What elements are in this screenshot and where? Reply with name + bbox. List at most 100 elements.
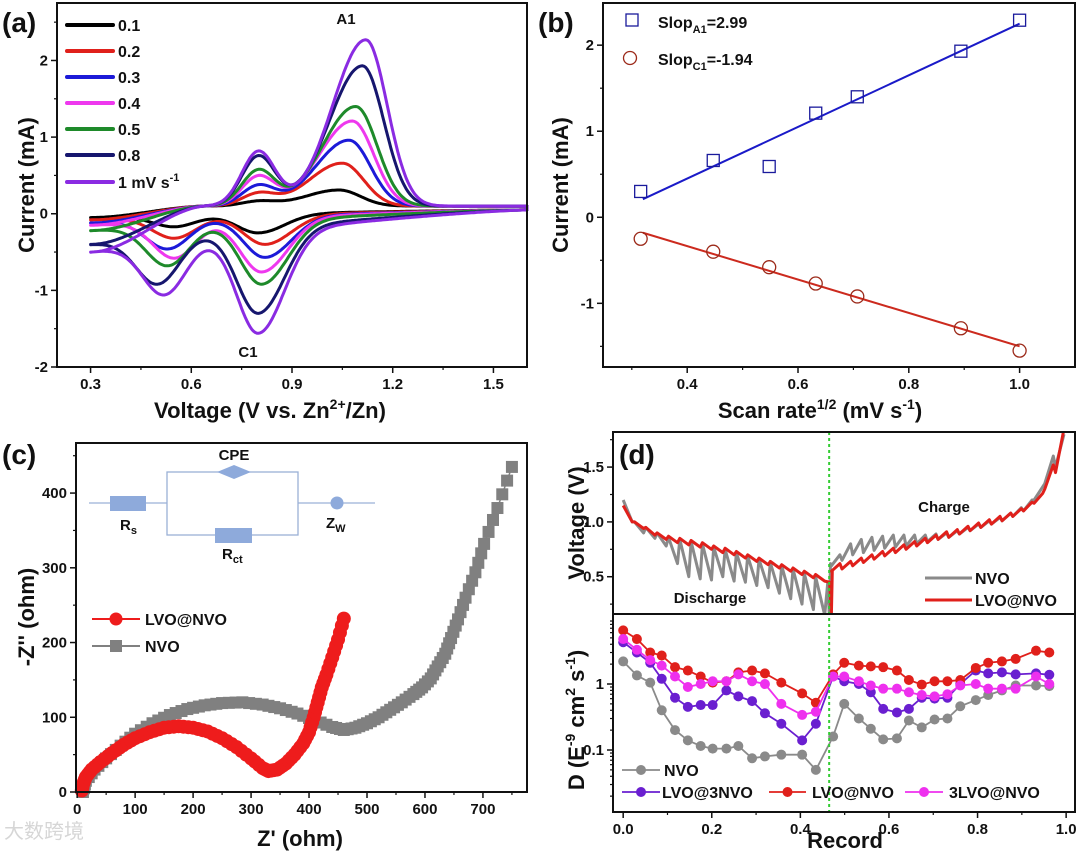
b-x-tick-label: 0.4 xyxy=(677,376,699,393)
resistor-rs-icon xyxy=(110,496,146,511)
diffusion-point-LVO@3NVO xyxy=(878,703,889,714)
diffusion-point-LVO@3NVO xyxy=(656,673,667,684)
b-legend-c1-sub: C1 xyxy=(693,61,707,73)
diffusion-point-LVO@NVO xyxy=(903,675,914,685)
diffusion-point-3LVO@NVO xyxy=(996,683,1007,694)
data-point-C1 xyxy=(762,260,777,275)
diffusion-point-LVO@NVO xyxy=(891,665,902,676)
panel-c-nyquist-plot: 0 100 200 300 400 500 600 700 0 100 200 300 400 xyxy=(42,442,528,818)
panel-a-cv-curves: 0.3 0.6 0.9 1.2 1.5 -2 -1 0 1 2 xyxy=(35,2,529,393)
diffusion-point-3LVO@NVO xyxy=(853,676,864,687)
circuit-parallel-branch xyxy=(166,471,299,536)
diffusion-point-LVO@3NVO xyxy=(759,708,770,719)
c-y-tick-label: 400 xyxy=(42,485,67,502)
diffusion-point-3LVO@NVO xyxy=(878,683,889,694)
c-x-tick-label: 0 xyxy=(73,801,81,818)
d-y-title-mid: cm xyxy=(564,696,589,734)
diffusion-point-3LVO@NVO xyxy=(733,669,744,680)
diffusion-point-LVO@NVO xyxy=(983,657,994,668)
d-x-tick-label: 0.2 xyxy=(701,821,722,838)
fit-line-C1 xyxy=(642,231,1020,348)
diffusion-point-NVO xyxy=(618,656,629,667)
diffusion-point-NVO xyxy=(942,713,953,724)
diffusion-point-LVO@3NVO xyxy=(776,718,787,729)
diffusion-point-NVO xyxy=(1031,680,1042,691)
d-x-tick-label: 0.8 xyxy=(967,821,988,838)
data-point-NVO xyxy=(486,513,499,526)
diffusion-point-3LVO@NVO xyxy=(903,687,914,698)
diffusion-point-LVO@NVO xyxy=(759,668,770,679)
a-x-tick-label: 0.6 xyxy=(181,376,202,393)
diffusion-point-NVO xyxy=(747,753,758,764)
d-x-tick-label: 0.6 xyxy=(879,821,900,838)
diffusion-point-LVO@3NVO xyxy=(707,700,718,711)
c-x-tick-label: 500 xyxy=(354,801,379,818)
a-legend-label: 0.3 xyxy=(118,70,140,87)
diffusion-point-3LVO@NVO xyxy=(1010,683,1021,694)
diffusion-point-LVO@NVO xyxy=(656,650,667,661)
b-x-tick-label: 0.6 xyxy=(788,376,809,393)
diffusion-point-3LVO@NVO xyxy=(797,709,808,720)
diffusion-point-3LVO@NVO xyxy=(891,683,902,694)
b-legend-a1: SlopA1=2.99 xyxy=(658,15,747,36)
data-point-LVO@NVO xyxy=(336,611,351,626)
diffusion-point-NVO xyxy=(733,741,744,751)
panel-label-b: (b) xyxy=(538,7,574,38)
diffusion-point-LVO@3NVO xyxy=(1044,669,1055,680)
data-point-A1 xyxy=(706,153,720,168)
diffusion-point-LVO@NVO xyxy=(996,656,1007,667)
diffusion-point-3LVO@NVO xyxy=(810,706,821,717)
annotation-c1: C1 xyxy=(238,344,257,361)
a-legend-label: 0.8 xyxy=(118,148,140,165)
c-y-tick-label: 0 xyxy=(59,784,67,801)
equivalent-circuit-inset: CPE Rs Rct ZW xyxy=(89,447,375,566)
d-top-y-tick-label: 1.5 xyxy=(583,459,604,476)
data-point-C1 xyxy=(1012,343,1027,358)
diffusion-point-NVO xyxy=(721,743,732,754)
diffusion-point-LVO@NVO xyxy=(878,662,889,673)
data-point-A1 xyxy=(1012,13,1027,27)
diffusion-point-LVO@NVO xyxy=(682,665,693,676)
data-point-NVO xyxy=(505,460,518,473)
legend-marker xyxy=(919,787,929,797)
diffusion-point-LVO@NVO xyxy=(631,634,642,645)
a-x-axis-title: Voltage (V vs. Zn2+/Zn) xyxy=(154,396,386,423)
a-x-title-main: Voltage (V vs. Zn xyxy=(154,398,330,423)
d-bottom-y-axis-title: D (E-9 cm2 s-1) xyxy=(562,650,589,790)
a-x-title-sup: 2+ xyxy=(330,396,346,412)
diffusion-point-NVO xyxy=(645,677,656,688)
diffusion-point-3LVO@NVO xyxy=(721,676,732,687)
diffusion-point-NVO xyxy=(970,695,981,706)
label-zw-main: Z xyxy=(326,515,335,532)
diffusion-point-LVO@NVO xyxy=(695,671,706,682)
diffusion-point-LVO@NVO xyxy=(776,677,787,688)
a-legend-label: 0.5 xyxy=(118,122,140,139)
b-legend-c1-text: Slop xyxy=(658,52,693,69)
d-bottom-y-tick-label: 1 xyxy=(596,676,604,693)
d-y-title-tail: ) xyxy=(564,650,589,657)
b-legend: SlopA1=2.99 SlopC1=-1.94 xyxy=(622,13,753,73)
data-point-C1 xyxy=(953,321,969,336)
diffusion-point-NVO xyxy=(797,749,808,760)
diffusion-point-3LVO@NVO xyxy=(865,680,876,691)
diffusion-point-LVO@3NVO xyxy=(891,707,902,718)
data-point-C1 xyxy=(850,289,865,304)
data-point-A1 xyxy=(762,159,776,174)
diffusion-point-LVO@3NVO xyxy=(721,685,732,696)
d-top-y-axis-title: Voltage (V) xyxy=(564,466,589,579)
b-legend-c1-value: =-1.94 xyxy=(707,52,753,69)
c-x-tick-label: 700 xyxy=(470,801,495,818)
diffusion-point-LVO@NVO xyxy=(1031,645,1042,656)
data-point-NVO xyxy=(482,525,495,538)
diffusion-point-3LVO@NVO xyxy=(828,671,839,682)
diffusion-point-3LVO@NVO xyxy=(759,679,770,690)
diffusion-point-NVO xyxy=(891,733,902,744)
a-y-axis-title: Current (mA) xyxy=(14,117,39,253)
diffusion-point-LVO@NVO xyxy=(865,661,876,672)
diffusion-point-NVO xyxy=(670,725,681,736)
c-plot-frame xyxy=(75,442,528,793)
b-legend-a1-sub: A1 xyxy=(693,24,707,36)
diffusion-point-NVO xyxy=(810,764,821,775)
diffusion-point-LVO@3NVO xyxy=(733,691,744,702)
